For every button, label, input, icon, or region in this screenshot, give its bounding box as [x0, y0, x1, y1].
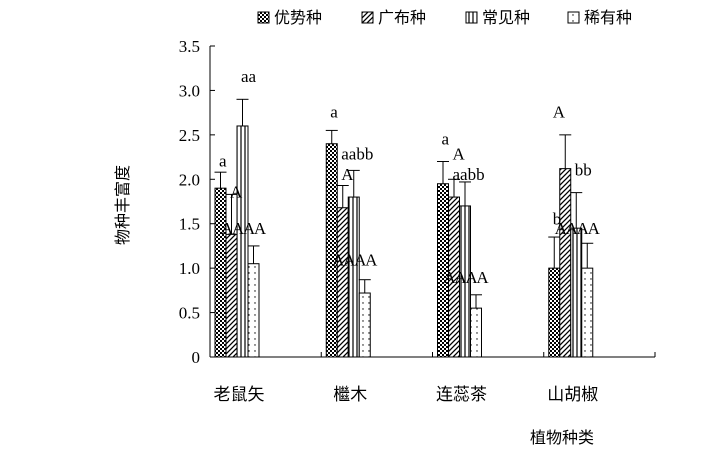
legend-swatch — [567, 11, 580, 24]
significance-letter: A — [243, 219, 256, 238]
significance-letter: A — [465, 268, 478, 287]
legend-swatch — [465, 11, 478, 24]
bar — [214, 187, 227, 358]
y-tick-label: 2.0 — [179, 170, 200, 189]
x-tick-label: 檵木 — [333, 385, 367, 405]
legend-label: 优势种 — [274, 8, 322, 27]
y-axis: 0 0.5 1.0 1.5 2.0 2.5 3.0 3.5 — [179, 37, 215, 367]
x-axis-title: 植物种类 — [530, 428, 594, 447]
significance-letter: A — [454, 268, 467, 287]
significance-letter: A — [588, 219, 601, 238]
significance-annotation: A — [453, 144, 466, 163]
legend-label: 广布种 — [378, 8, 426, 27]
bar — [358, 292, 371, 358]
significance-annotation: A — [553, 103, 566, 122]
bar — [570, 227, 583, 358]
y-tick-label: 3.5 — [179, 37, 200, 56]
bar — [581, 267, 594, 358]
significance-letter: A — [365, 250, 378, 269]
bars — [214, 98, 594, 358]
significance-letter: A — [354, 250, 367, 269]
significance-letter: A — [577, 219, 590, 238]
y-tick-label: 2.5 — [179, 126, 200, 145]
significance-letter: A — [343, 250, 356, 269]
legend-label: 稀有种 — [584, 8, 632, 27]
bar — [559, 168, 572, 358]
significance-annotation: aabb — [341, 144, 373, 163]
y-tick-label: 1.0 — [179, 259, 200, 278]
bar — [336, 207, 349, 358]
bar — [247, 263, 260, 358]
significance-letter: A — [566, 219, 579, 238]
y-tick-label: 0 — [192, 348, 201, 367]
legend: 优势种 广布种 常见种 稀有种 — [257, 8, 632, 27]
significance-letter: A — [232, 219, 245, 238]
bar — [470, 307, 482, 358]
significance-annotation: aa — [241, 67, 257, 86]
legend-swatch — [361, 11, 374, 24]
significance-annotation: bb — [575, 160, 592, 179]
significance-letter: A — [221, 219, 234, 238]
significance-annotation: a — [330, 103, 338, 122]
significance-annotation: b — [553, 209, 562, 228]
significance-letter: A — [254, 219, 267, 238]
x-axis: 老鼠矢 檵木 连蕊茶 山胡椒 — [209, 352, 656, 405]
bar — [347, 196, 360, 358]
y-tick-label: 0.5 — [179, 304, 200, 323]
significance-annotation: A — [341, 165, 354, 184]
y-tick-label: 3.0 — [179, 81, 200, 100]
significance-letter: A — [476, 268, 489, 287]
x-tick-label: 老鼠矢 — [214, 385, 265, 405]
significance-letter: A — [555, 219, 568, 238]
bar — [236, 125, 249, 358]
significance-letter: A — [332, 250, 345, 269]
legend-swatch — [257, 11, 270, 24]
significance-annotation: a — [219, 152, 227, 171]
significance-letter: A — [443, 268, 456, 287]
significance-annotation: aabb — [453, 165, 485, 184]
x-tick-label: 山胡椒 — [547, 385, 598, 405]
significance-annotation: A — [230, 183, 243, 202]
y-tick-label: 1.5 — [179, 215, 200, 234]
bar — [225, 233, 238, 358]
x-tick-label: 连蕊茶 — [436, 385, 487, 405]
y-axis-title: 物种丰富度 — [113, 165, 132, 245]
legend-label: 常见种 — [482, 8, 530, 27]
significance-annotation: a — [442, 129, 450, 148]
bar — [548, 267, 561, 358]
